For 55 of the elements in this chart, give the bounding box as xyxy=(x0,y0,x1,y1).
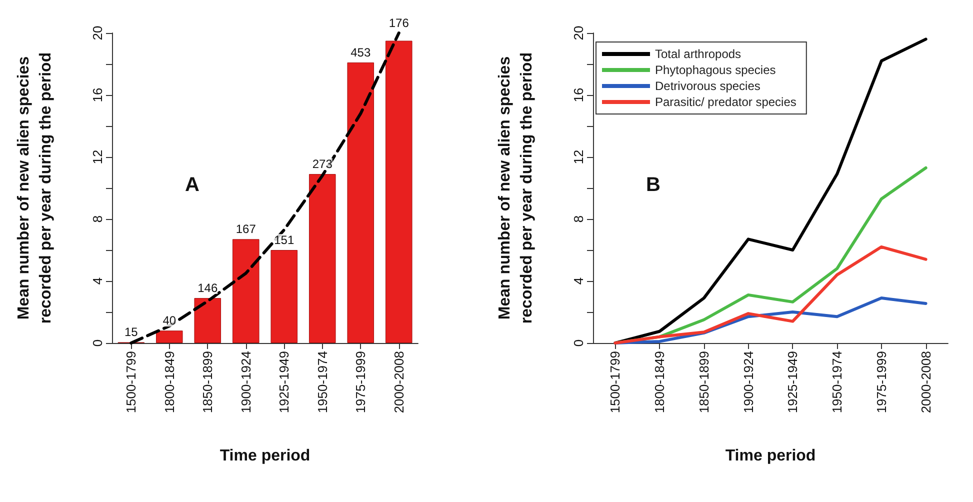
x-tick-label: 2000-2008 xyxy=(391,351,406,414)
annotation: 273 xyxy=(312,157,333,172)
x-tick-label: 1950-1974 xyxy=(830,351,845,414)
y-tick-label: 0 xyxy=(90,339,105,347)
annotation: 176 xyxy=(388,16,410,30)
annotation: 15 xyxy=(124,325,138,340)
x-tick-label: 2000-2008 xyxy=(918,351,934,414)
y-tick-label: 12 xyxy=(90,150,105,164)
annotation: 167 xyxy=(236,222,256,236)
x-tick-label: 1975-1999 xyxy=(874,351,889,414)
legend-label: Detrivorous species xyxy=(655,79,760,93)
y-tick-label: 20 xyxy=(571,26,586,40)
annotation: A xyxy=(185,174,200,196)
bar xyxy=(385,40,412,343)
line-series xyxy=(614,38,928,344)
x-tick-label: 1500-1799 xyxy=(124,351,139,414)
legend-label: Phytophagous species xyxy=(655,63,776,77)
bar xyxy=(270,250,298,343)
y-tick-label: 12 xyxy=(571,150,586,164)
x-tick-label: 1900-1924 xyxy=(740,351,756,414)
y-tick-label: 4 xyxy=(571,277,586,285)
y-tick-label: 16 xyxy=(571,88,586,102)
legend-label: Parasitic/ predator species xyxy=(655,95,796,109)
y-tick-label: 4 xyxy=(90,277,105,285)
x-tick-label: 1850-1899 xyxy=(696,351,712,414)
line-series xyxy=(614,245,928,344)
bar xyxy=(232,239,260,343)
x-tick-label: 1975-1999 xyxy=(353,351,368,414)
x-axis-title: Time period xyxy=(725,448,816,464)
annotation: 40 xyxy=(162,314,176,328)
x-tick-label: 1850-1899 xyxy=(200,351,216,414)
legend-label: Total arthropods xyxy=(655,47,742,61)
x-tick-label: 1900-1924 xyxy=(238,351,254,414)
bar xyxy=(156,330,183,343)
y-tick-label: 20 xyxy=(90,26,105,40)
annotation: 453 xyxy=(350,45,371,60)
annotation: B xyxy=(646,174,660,196)
y-tick-label: 8 xyxy=(90,215,105,223)
y-tick-label: 8 xyxy=(571,215,586,223)
x-tick-label: 1800-1849 xyxy=(652,351,668,414)
bar xyxy=(347,62,374,343)
y-tick-label: 16 xyxy=(90,88,105,102)
y-axis-title: Mean number of new alien species recorded per year during the period xyxy=(496,52,536,324)
y-axis-title: Mean number of new alien species recorded per year during the period xyxy=(16,52,54,324)
x-tick-label: 1925-1949 xyxy=(276,351,292,414)
annotation: 146 xyxy=(198,281,218,296)
x-axis-title: Time period xyxy=(220,448,310,464)
y-tick-label: 0 xyxy=(571,339,586,347)
x-tick-label: 1925-1949 xyxy=(785,351,800,414)
bar xyxy=(194,298,222,343)
annotation: 151 xyxy=(274,233,294,247)
bar xyxy=(308,174,336,343)
x-tick-label: 1800-1849 xyxy=(162,351,177,414)
x-tick-label: 1500-1799 xyxy=(608,351,623,414)
x-tick-label: 1950-1974 xyxy=(314,351,330,414)
